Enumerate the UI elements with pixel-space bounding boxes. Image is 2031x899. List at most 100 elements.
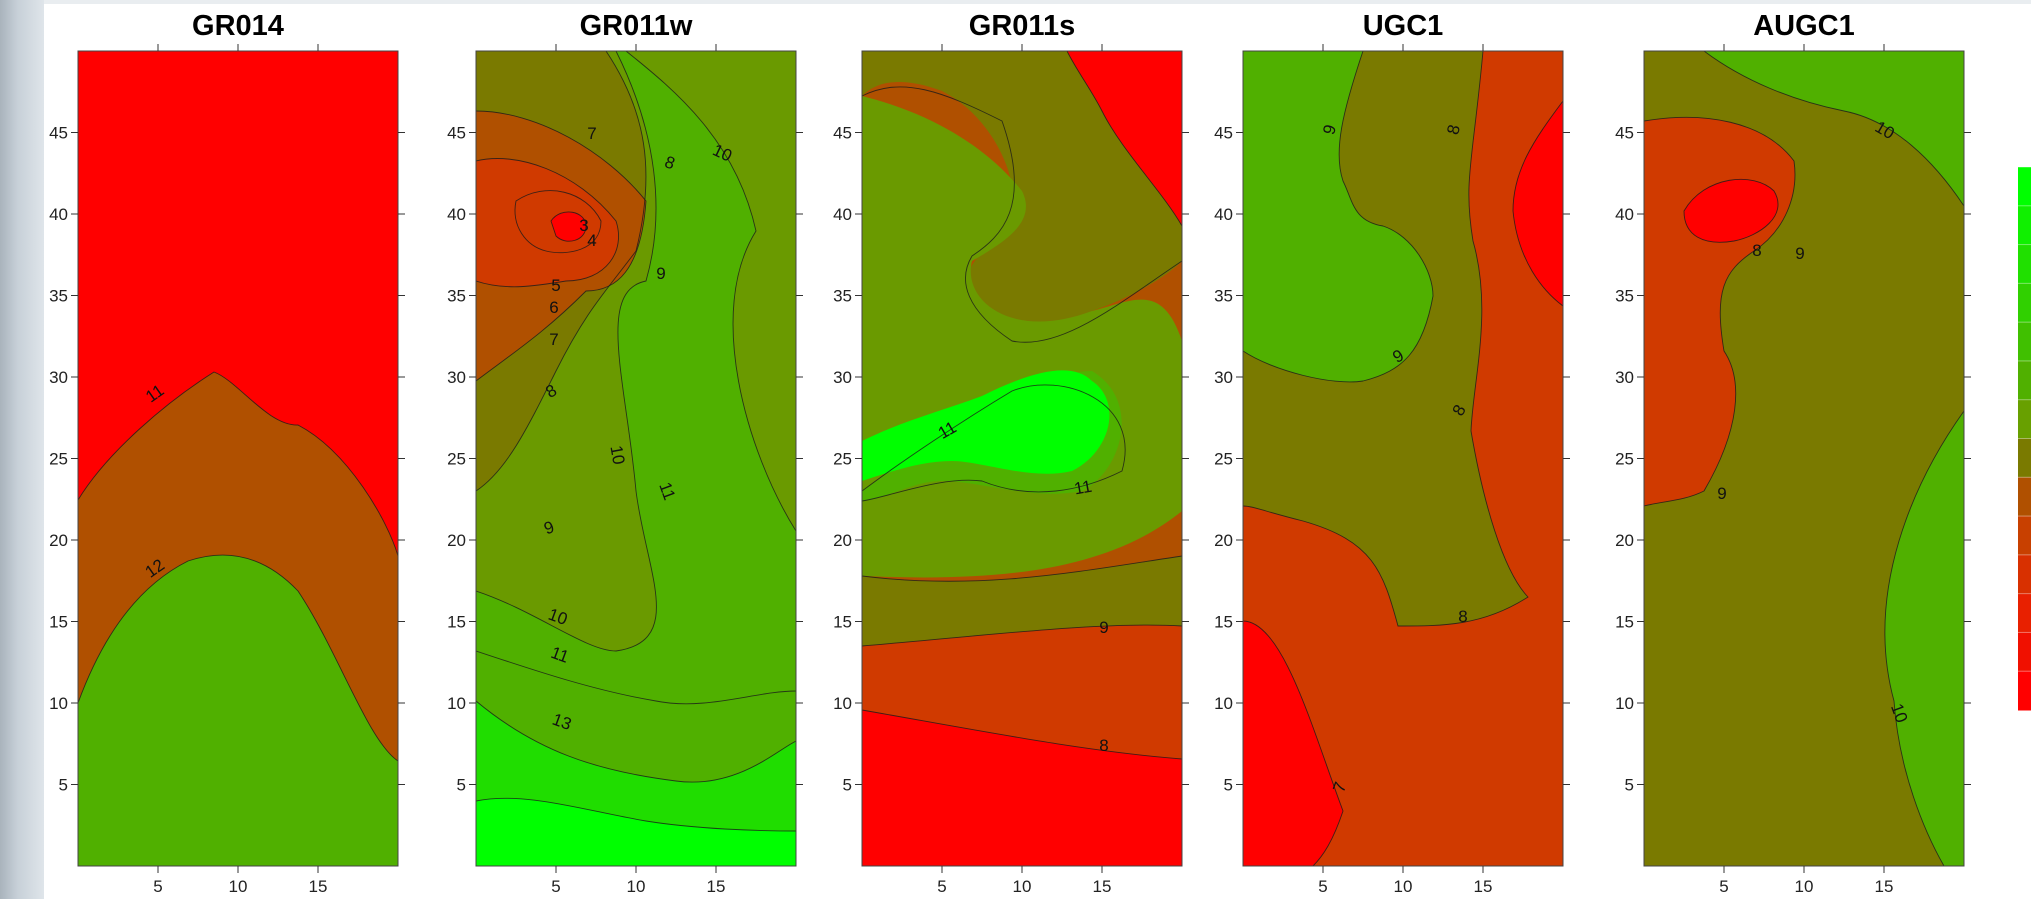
y-tick-label: 35 [1214,287,1233,306]
contour-region [78,554,398,866]
contour-label: 5 [551,276,560,295]
contour-line [1066,51,1182,227]
legend-swatch [2018,516,2031,556]
y-tick-label: 30 [1615,368,1634,387]
contour-label: 11 [548,643,571,667]
y-tick-label: 20 [1615,531,1634,550]
contour-region [862,710,1182,866]
y-tick-label: 35 [1615,287,1634,306]
y-tick-label: 5 [843,776,852,795]
contour-region [476,798,796,866]
y-tick-label: 10 [833,694,852,713]
legend-swatch [2018,283,2031,323]
contour-label: 7 [549,330,558,349]
x-tick-label: 5 [937,877,946,896]
filled-regions [78,51,398,866]
panel-title: GR011s [969,10,1075,42]
y-tick-label: 45 [49,124,68,143]
contour-line [476,51,647,492]
y-tick-label: 40 [833,205,852,224]
contour-lines [862,51,1182,760]
y-tick-label: 35 [833,287,852,306]
contour-label: 8 [1752,241,1761,260]
y-tick-label: 25 [49,450,68,469]
y-tick-label: 25 [833,450,852,469]
y-tick-label: 45 [1214,124,1233,143]
x-tick-label: 10 [1795,877,1814,896]
legend-swatch [2018,477,2031,517]
contour-region [1243,621,1343,866]
y-tick-label: 25 [447,450,466,469]
contour-line [1884,410,1964,866]
contour-line [514,190,602,254]
contour-label: 9 [1717,484,1726,503]
y-tick-label: 20 [447,531,466,550]
y-tick-label: 10 [1214,694,1233,713]
legend-swatch [2018,554,2031,595]
contour-line [1644,116,1796,507]
y-tick-label: 25 [1214,450,1233,469]
legend-swatch [2018,167,2031,207]
y-tick-label: 30 [447,368,466,387]
y-tick-label: 20 [1214,531,1233,550]
contour-line [476,110,647,382]
contour-line [1243,51,1529,627]
contour-label: 9 [656,264,665,283]
contour-label: 4 [587,231,596,250]
y-tick-label: 5 [59,776,68,795]
x-tick-label: 10 [229,877,248,896]
panel-title: AUGC1 [1753,10,1855,42]
top-border [44,0,2031,4]
contour-region [1513,101,1563,306]
y-tick-label: 30 [833,368,852,387]
y-tick-label: 45 [447,124,466,143]
contour-line [78,554,398,762]
contour-line [1703,51,1964,207]
y-tick-label: 45 [833,124,852,143]
panel-title: GR011w [580,10,693,42]
filled-regions [1243,51,1563,866]
contour-label: 9 [1099,618,1108,637]
y-tick-label: 15 [1214,613,1233,632]
y-tick-label: 10 [49,694,68,713]
y-tick-label: 15 [447,613,466,632]
contour-lines [1243,51,1563,866]
color-legend [2018,166,2031,711]
contour-line [862,86,1182,343]
contour-line [476,650,796,705]
legend-swatch [2018,322,2031,362]
x-tick-label: 15 [1474,877,1493,896]
contour-label: 8 [1099,736,1108,755]
y-tick-label: 10 [447,694,466,713]
y-tick-label: 40 [49,205,68,224]
contour-region [1704,51,1964,206]
contour-lines [78,371,398,762]
contour-label: 11 [1073,477,1094,499]
x-tick-label: 15 [707,877,726,896]
y-tick-label: 10 [1615,694,1634,713]
y-tick-label: 5 [457,776,466,795]
y-tick-label: 40 [1615,205,1634,224]
legend-swatch [2018,244,2031,284]
contour-region [862,370,1110,481]
contour-line [862,555,1182,582]
background-strip [0,0,44,899]
y-tick-label: 15 [1615,613,1634,632]
x-tick-label: 15 [309,877,328,896]
contour-region [551,211,586,242]
contour-line [476,158,619,288]
contour-line [476,51,657,652]
filled-regions [476,51,796,866]
x-tick-label: 5 [1318,877,1327,896]
contour-label: 6 [549,298,558,317]
x-tick-label: 5 [1719,877,1728,896]
legend-swatch [2018,399,2031,439]
x-tick-label: 5 [153,877,162,896]
contour-label: 11 [655,480,679,503]
contour-region [1243,51,1433,382]
contour-label: 10 [606,444,628,466]
